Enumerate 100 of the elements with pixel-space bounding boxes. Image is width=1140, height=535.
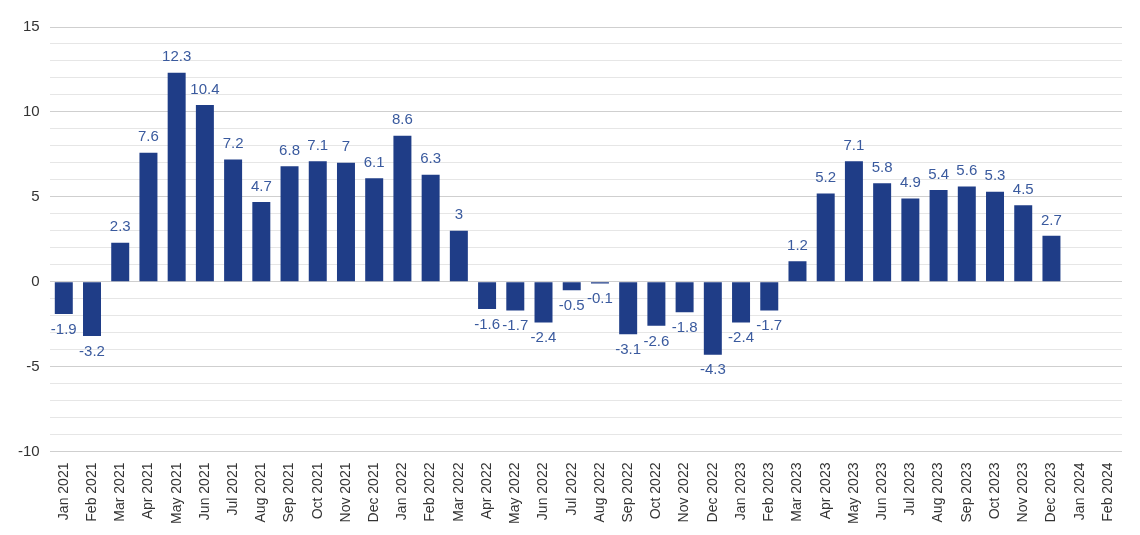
data-label: -3.1 [615, 339, 642, 357]
y-tick-label: -5 [26, 356, 40, 374]
data-label: 7.2 [222, 134, 244, 152]
x-tick-label: Jun 2021 [195, 462, 212, 521]
data-label: 12.3 [162, 47, 192, 65]
x-tick-label: Sep 2021 [280, 462, 297, 523]
bar [901, 198, 920, 282]
x-tick-label: Aug 2021 [252, 462, 269, 523]
x-tick-label: Mar 2023 [788, 462, 805, 522]
bar [421, 174, 440, 282]
bar [957, 186, 976, 282]
bar [1014, 205, 1033, 282]
x-tick-label: Apr 2021 [139, 462, 156, 520]
data-label: -0.5 [558, 295, 585, 313]
x-tick-label: Apr 2023 [816, 462, 833, 520]
x-tick-label: Nov 2021 [336, 462, 353, 523]
data-label: 7.1 [843, 135, 865, 153]
x-tick-label: Feb 2022 [421, 462, 438, 522]
x-tick-label: Mar 2021 [111, 462, 128, 522]
bar [393, 135, 412, 282]
x-tick-label: Nov 2023 [1014, 462, 1031, 523]
x-tick-label: Jul 2022 [562, 462, 579, 516]
data-label: 4.7 [250, 176, 272, 194]
data-label: -0.1 [587, 289, 613, 307]
bar [873, 183, 892, 282]
data-label: -2.6 [643, 331, 670, 349]
x-tick-label: May 2021 [167, 462, 184, 524]
bar [844, 161, 863, 282]
data-label: -2.4 [728, 328, 754, 346]
bar [562, 282, 581, 291]
x-tick-label: Feb 2023 [760, 462, 777, 522]
x-tick-label: Oct 2022 [647, 462, 664, 520]
data-label: 5.6 [956, 161, 978, 179]
y-tick-label: 10 [22, 102, 40, 120]
data-label: -3.2 [79, 341, 105, 359]
bar [703, 282, 722, 355]
data-label: 5.4 [928, 164, 950, 182]
x-tick-label: Oct 2021 [308, 462, 325, 520]
data-label: 4.5 [1012, 179, 1034, 197]
bar [619, 282, 638, 335]
data-label: 2.3 [109, 217, 131, 235]
bar [816, 193, 835, 282]
bar [647, 282, 666, 326]
data-label: -1.7 [502, 316, 529, 334]
y-tick-label: 15 [22, 17, 40, 35]
x-tick-label: Jun 2023 [873, 462, 889, 521]
x-tick-label: Jul 2023 [901, 462, 918, 516]
data-label: -1.7 [756, 316, 783, 334]
data-label: 8.6 [391, 110, 413, 128]
data-label: 7.1 [307, 135, 329, 153]
bar [195, 105, 214, 282]
x-tick-label: Mar 2022 [449, 462, 466, 522]
data-label: -4.3 [699, 360, 726, 378]
data-label: 6.8 [279, 140, 300, 158]
x-tick-label: Aug 2022 [590, 462, 607, 523]
x-tick-label: Oct 2023 [985, 462, 1002, 520]
data-label: 5.8 [871, 157, 893, 175]
x-tick-label: Feb 2021 [82, 462, 99, 522]
bar [534, 282, 553, 323]
data-label: 7.6 [138, 127, 159, 145]
data-label: 7 [341, 137, 351, 155]
x-tick-label: Jan 2022 [393, 462, 410, 521]
data-label: -1.8 [671, 317, 698, 335]
data-label: 1.2 [787, 235, 808, 253]
bar [986, 191, 1005, 282]
x-tick-label: Dec 2021 [365, 462, 382, 523]
x-tick-label: Sep 2023 [957, 462, 974, 523]
bar [252, 201, 271, 282]
x-tick-label: Dec 2022 [703, 462, 720, 523]
bar [83, 282, 101, 337]
bar [788, 261, 807, 282]
bar [760, 282, 779, 311]
bar [675, 282, 694, 313]
bar [732, 282, 751, 323]
data-label: -1.9 [50, 319, 77, 337]
x-tick-label: Dec 2023 [1042, 462, 1059, 523]
x-tick-label: Jul 2021 [223, 462, 240, 516]
x-tick-label: Apr 2022 [477, 462, 494, 520]
bar [478, 282, 497, 309]
y-tick-label: 5 [31, 186, 40, 204]
bar [54, 282, 73, 314]
x-tick-label: May 2023 [844, 462, 861, 524]
bar [506, 282, 525, 311]
bar [280, 166, 299, 282]
bar [139, 152, 158, 282]
data-label: 6.3 [420, 149, 442, 167]
x-tick-label: Jan 2024 [1070, 462, 1087, 521]
x-tick-label: Feb 2024 [1098, 462, 1115, 522]
x-tick-label: Aug 2023 [929, 462, 946, 523]
data-label: 2.7 [1041, 210, 1062, 228]
data-label: 4.9 [899, 173, 921, 191]
data-label: 5.2 [815, 168, 837, 186]
bar [449, 230, 468, 282]
data-label: 6.1 [363, 152, 385, 170]
x-tick-label: Nov 2022 [675, 462, 692, 523]
data-label: 10.4 [190, 79, 220, 97]
bar [336, 162, 355, 282]
x-tick-label: Sep 2022 [619, 462, 636, 523]
data-label: -1.6 [474, 314, 500, 332]
data-label: 3 [454, 205, 464, 223]
